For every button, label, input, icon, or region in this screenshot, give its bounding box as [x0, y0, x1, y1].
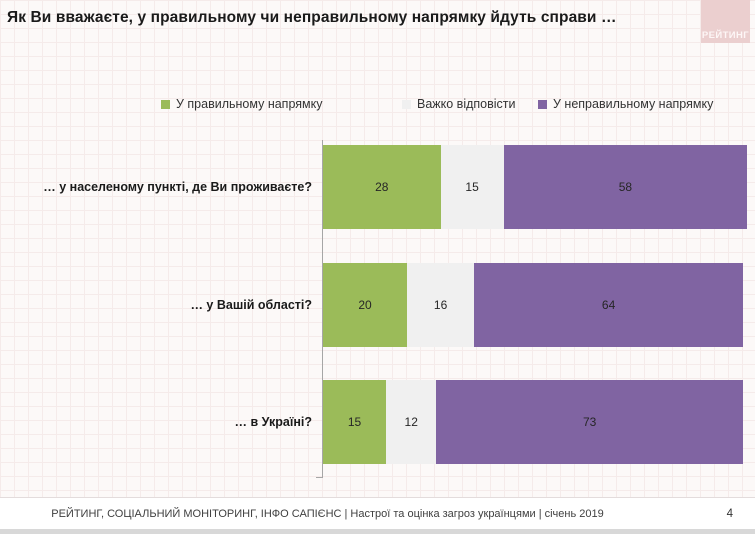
bar-segment-wrong-direction: 64 — [474, 263, 743, 347]
bar-segment-right-direction: 15 — [323, 380, 386, 464]
bar-segment-hard-to-answer: 12 — [386, 380, 437, 464]
value-label: 16 — [433, 298, 448, 312]
page-number: 4 — [726, 508, 733, 520]
legend-item-hard-to-answer: Важко відповісти — [402, 96, 516, 112]
legend-swatch-green — [161, 99, 170, 109]
value-label: 28 — [375, 180, 389, 194]
bar-segment-right-direction: 20 — [323, 263, 407, 347]
footer: РЕЙТИНГ, СОЦІАЛЬНИЙ МОНІТОРИНГ, ІНФО САП… — [0, 497, 755, 534]
footer-source-text: РЕЙТИНГ, СОЦІАЛЬНИЙ МОНІТОРИНГ, ІНФО САП… — [51, 508, 604, 520]
legend-swatch-gray — [402, 99, 411, 109]
chart-row-locality: … у населеному пункті, де Ви проживаєте?… — [0, 145, 755, 229]
bar-segment-hard-to-answer: 15 — [440, 145, 504, 229]
category-label: … у Вашій області? — [190, 298, 312, 312]
legend-swatch-purple — [538, 99, 547, 109]
value-label: 20 — [358, 298, 372, 312]
stacked-bar: 15 12 73 — [323, 380, 743, 464]
legend-label: У правильному напрямку — [176, 97, 323, 111]
category-label: … у населеному пункті, де Ви проживаєте? — [43, 180, 312, 194]
value-label: 64 — [601, 298, 616, 312]
stacked-bar: 28 15 58 — [323, 145, 748, 229]
page-title: Як Ви вважаєте, у правильному чи неправи… — [7, 9, 617, 26]
value-label: 73 — [583, 415, 597, 429]
chart-row-oblast: … у Вашій області? 20 16 64 — [0, 263, 755, 347]
value-label: 15 — [465, 180, 479, 194]
grid-background — [0, 0, 755, 497]
bar-segment-wrong-direction: 58 — [503, 145, 748, 229]
bar-segment-wrong-direction: 73 — [436, 380, 743, 464]
category-label: … в Україні? — [234, 415, 312, 429]
value-label: 58 — [618, 180, 633, 194]
chart-row-ukraine: … в Україні? 15 12 73 — [0, 380, 755, 464]
value-label: 15 — [347, 415, 362, 429]
legend-item-wrong-direction: У неправильному напрямку — [538, 96, 713, 112]
bottom-edge-strip — [0, 529, 755, 534]
legend-label: У неправильному напрямку — [553, 97, 714, 111]
bar-segment-right-direction: 28 — [323, 145, 441, 229]
stacked-bar: 20 16 64 — [323, 263, 743, 347]
value-label: 12 — [404, 415, 418, 429]
bar-segment-hard-to-answer: 16 — [407, 263, 475, 347]
category-axis-line — [322, 140, 323, 477]
legend-label: Важко відповісти — [417, 97, 516, 111]
rating-logo-label: РЕЙТИНГ — [701, 30, 750, 41]
legend-item-right-direction: У правильному напрямку — [161, 96, 322, 112]
axis-tick — [316, 477, 323, 478]
rating-logo: РЕЙТИНГ — [701, 0, 750, 43]
